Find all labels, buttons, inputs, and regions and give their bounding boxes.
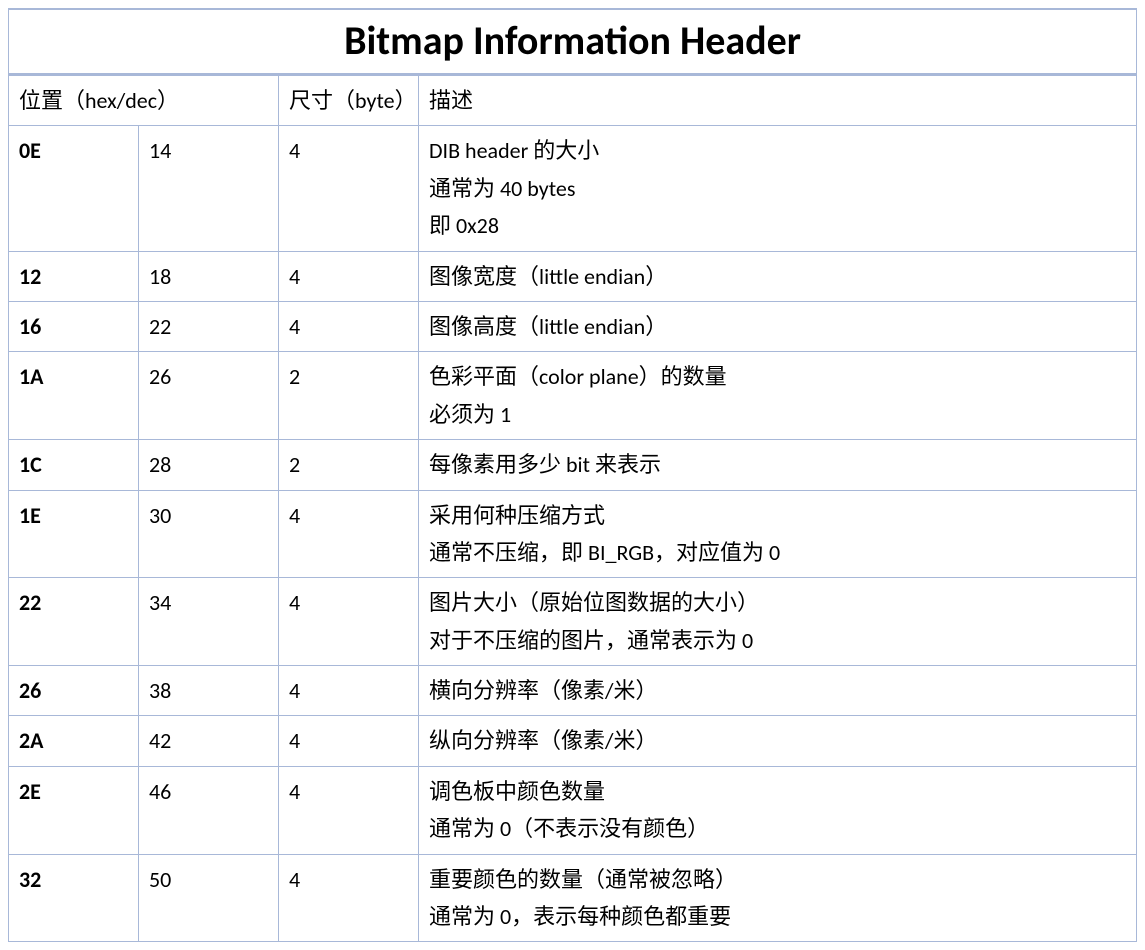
table-body: 0E144DIB header 的大小通常为 40 bytes即 0x28121… <box>9 126 1137 942</box>
cell-dec: 14 <box>139 126 279 251</box>
cell-size: 4 <box>279 126 419 251</box>
table-row: 26384 横向分辨率（像素/米） <box>9 666 1137 716</box>
desc-line: 图片大小（原始位图数据的大小） <box>429 584 1126 621</box>
cell-size: 2 <box>279 352 419 440</box>
cell-hex: 16 <box>9 301 139 351</box>
cell-size: 4 <box>279 854 419 942</box>
cell-desc: 横向分辨率（像素/米） <box>419 666 1137 716</box>
table-header-row: 位置（hex/dec） 尺寸（byte） 描述 <box>9 76 1137 126</box>
cell-desc: 图像宽度（little endian） <box>419 251 1137 301</box>
desc-line: DIB header 的大小 <box>429 132 1126 169</box>
desc-line: 必须为 1 <box>429 396 1126 433</box>
cell-desc: DIB header 的大小通常为 40 bytes即 0x28 <box>419 126 1137 251</box>
cell-dec: 18 <box>139 251 279 301</box>
desc-line: 纵向分辨率（像素/米） <box>429 722 1126 759</box>
cell-desc: 重要颜色的数量（通常被忽略）通常为 0，表示每种颜色都重要 <box>419 854 1137 942</box>
table-row: 2E464调色板中颜色数量通常为 0（不表示没有颜色） <box>9 766 1137 854</box>
desc-line: 重要颜色的数量（通常被忽略） <box>429 861 1126 898</box>
cell-hex: 12 <box>9 251 139 301</box>
cell-desc: 调色板中颜色数量通常为 0（不表示没有颜色） <box>419 766 1137 854</box>
cell-size: 2 <box>279 440 419 490</box>
desc-line: 图像高度（little endian） <box>429 308 1126 345</box>
col-header-size: 尺寸（byte） <box>279 76 419 126</box>
page-title: Bitmap Information Header <box>9 16 1136 65</box>
cell-desc: 采用何种压缩方式通常不压缩，即 BI_RGB，对应值为 0 <box>419 490 1137 578</box>
cell-hex: 1C <box>9 440 139 490</box>
desc-line: 通常不压缩，即 BI_RGB，对应值为 0 <box>429 534 1126 571</box>
bitmap-header-table: 位置（hex/dec） 尺寸（byte） 描述 0E144DIB header … <box>8 75 1137 942</box>
desc-line: 色彩平面（color plane）的数量 <box>429 358 1126 395</box>
document-root: Bitmap Information Header 位置（hex/dec） 尺寸… <box>8 8 1137 942</box>
table-row: 1C282 每像素用多少 bit 来表示 <box>9 440 1137 490</box>
table-row: 1A262色彩平面（color plane）的数量必须为 1 <box>9 352 1137 440</box>
desc-line: 通常为 40 bytes <box>429 170 1126 207</box>
table-row: 12184 图像宽度（little endian） <box>9 251 1137 301</box>
cell-hex: 22 <box>9 578 139 666</box>
col-header-position: 位置（hex/dec） <box>9 76 279 126</box>
cell-dec: 28 <box>139 440 279 490</box>
cell-desc: 图片大小（原始位图数据的大小）对于不压缩的图片，通常表示为 0 <box>419 578 1137 666</box>
cell-desc: 色彩平面（color plane）的数量必须为 1 <box>419 352 1137 440</box>
cell-size: 4 <box>279 666 419 716</box>
cell-hex: 32 <box>9 854 139 942</box>
desc-line: 调色板中颜色数量 <box>429 773 1126 810</box>
cell-dec: 42 <box>139 716 279 766</box>
cell-hex: 0E <box>9 126 139 251</box>
desc-line: 横向分辨率（像素/米） <box>429 672 1126 709</box>
cell-hex: 2E <box>9 766 139 854</box>
cell-size: 4 <box>279 301 419 351</box>
desc-line: 采用何种压缩方式 <box>429 497 1126 534</box>
cell-size: 4 <box>279 716 419 766</box>
desc-line: 通常为 0（不表示没有颜色） <box>429 810 1126 847</box>
cell-desc: 每像素用多少 bit 来表示 <box>419 440 1137 490</box>
cell-size: 4 <box>279 766 419 854</box>
title-bar: Bitmap Information Header <box>8 8 1137 75</box>
table-row: 32504重要颜色的数量（通常被忽略）通常为 0，表示每种颜色都重要 <box>9 854 1137 942</box>
cell-size: 4 <box>279 490 419 578</box>
cell-desc: 图像高度（little endian） <box>419 301 1137 351</box>
cell-hex: 1A <box>9 352 139 440</box>
table-row: 22344图片大小（原始位图数据的大小）对于不压缩的图片，通常表示为 0 <box>9 578 1137 666</box>
desc-line: 对于不压缩的图片，通常表示为 0 <box>429 622 1126 659</box>
cell-dec: 46 <box>139 766 279 854</box>
cell-hex: 26 <box>9 666 139 716</box>
cell-dec: 50 <box>139 854 279 942</box>
col-header-desc: 描述 <box>419 76 1137 126</box>
cell-hex: 1E <box>9 490 139 578</box>
desc-line: 即 0x28 <box>429 207 1126 244</box>
desc-line: 图像宽度（little endian） <box>429 258 1126 295</box>
desc-line: 每像素用多少 bit 来表示 <box>429 446 1126 483</box>
cell-dec: 26 <box>139 352 279 440</box>
cell-size: 4 <box>279 251 419 301</box>
cell-dec: 22 <box>139 301 279 351</box>
table-row: 1E304采用何种压缩方式通常不压缩，即 BI_RGB，对应值为 0 <box>9 490 1137 578</box>
table-row: 2A424 纵向分辨率（像素/米） <box>9 716 1137 766</box>
table-row: 0E144DIB header 的大小通常为 40 bytes即 0x28 <box>9 126 1137 251</box>
table-row: 16224 图像高度（little endian） <box>9 301 1137 351</box>
desc-line: 通常为 0，表示每种颜色都重要 <box>429 898 1126 935</box>
cell-dec: 30 <box>139 490 279 578</box>
cell-dec: 38 <box>139 666 279 716</box>
cell-desc: 纵向分辨率（像素/米） <box>419 716 1137 766</box>
cell-size: 4 <box>279 578 419 666</box>
cell-dec: 34 <box>139 578 279 666</box>
cell-hex: 2A <box>9 716 139 766</box>
